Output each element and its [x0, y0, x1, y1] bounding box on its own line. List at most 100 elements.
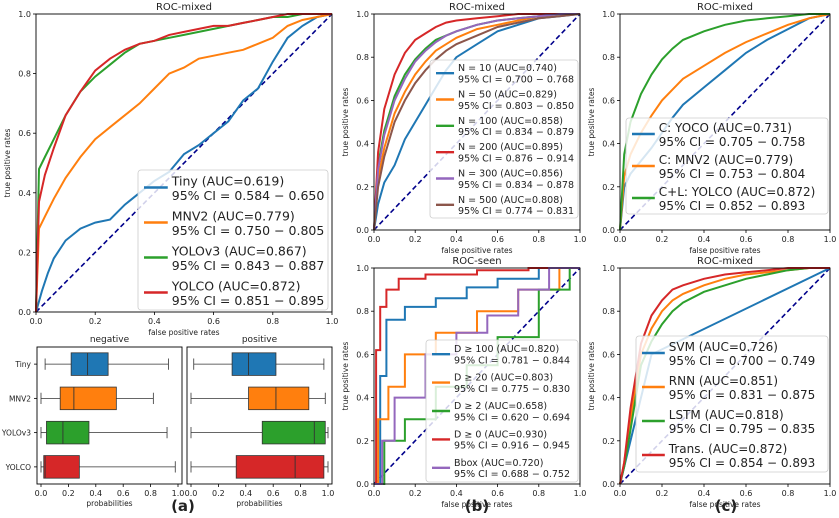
chart-title: ROC-mixed [156, 2, 212, 13]
y-tick-label: 0.8 [356, 53, 369, 62]
legend-label: D ≥ 100 (AUC=0.820) [454, 344, 559, 355]
legend-label: N = 10 (AUC=0.740) [458, 63, 557, 74]
legend-box [429, 59, 579, 219]
x-tick-label: 0.6 [491, 235, 504, 244]
y-tick-label: 0.6 [356, 96, 369, 105]
x-tick-label: 1.0 [172, 489, 185, 498]
category-label: YOLOv3 [1, 429, 31, 438]
legend-label: N = 500 (AUC=0.808) [458, 195, 563, 206]
y-tick-label: 0.4 [602, 140, 615, 149]
panel-label: (b) [465, 497, 489, 515]
roc-curve-2 [35, 13, 333, 313]
roc-curve-4 [619, 267, 830, 485]
x-tick-label: 0.8 [532, 489, 545, 498]
legend: N = 10 (AUC=0.740)95% CI = 0.700 − 0.768… [429, 59, 579, 219]
legend-ci: 95% CI = 0.852 − 0.893 [659, 199, 805, 213]
x-tick-label: 0.6 [491, 489, 504, 498]
category-label: Tiny [14, 360, 31, 369]
chart-title: ROC-seen [452, 256, 501, 267]
y-tick-label: 0.2 [18, 248, 31, 257]
legend-label: Tiny (AUC=0.619) [171, 174, 284, 189]
legend-ci: 95% CI = 0.774 − 0.831 [458, 206, 574, 217]
x-tick-label: 0.4 [89, 489, 102, 498]
panel-c-top: ROC-mixed 0.0 0.2 0.4 0.6 0.8 1.0 0.0 0.2 0.4 0.6 0… [587, 2, 836, 255]
y-tick-label: 0.8 [356, 307, 369, 316]
legend-ci: 95% CI = 0.851 − 0.895 [172, 293, 325, 308]
x-tick-label: 0.8 [782, 489, 795, 498]
x-tick-label: 0.0 [614, 235, 627, 244]
legend-ci: 95% CI = 0.700 − 0.749 [669, 354, 815, 368]
plot-frame [35, 13, 333, 313]
panel-b-bot: ROC-seen 0.0 0.2 0.4 0.6 0.8 1.0 0.0 0.2 0.4 0.6 0.… [341, 256, 586, 509]
chance-diagonal [35, 13, 333, 313]
x-tick-label: 0.0 [30, 317, 43, 326]
y-tick-label: 0.0 [18, 308, 31, 317]
legend-label: YOLCO (AUC=0.872) [171, 279, 301, 294]
box-yolco [235, 455, 325, 479]
roc-curve-3 [619, 267, 830, 485]
box-title: negative [90, 335, 130, 345]
x-axis-label: false positive rates [441, 246, 512, 255]
y-tick-label: 0.0 [602, 226, 615, 235]
y-tick-label: 0.4 [602, 394, 615, 403]
box-mnv2 [59, 386, 117, 411]
x-tick-label: 0.4 [450, 489, 463, 498]
y-tick-label: 0.6 [602, 350, 615, 359]
chart-title: ROC-mixed [697, 256, 753, 267]
plot-frame [373, 13, 581, 231]
y-tick-label: 0.2 [356, 437, 369, 446]
chance-diagonal [373, 267, 581, 485]
legend-ci: 95% CI = 0.750 − 0.805 [172, 223, 325, 238]
box-title: positive [242, 335, 278, 345]
legend-label: Trans. (AUC=0.872) [668, 442, 787, 456]
legend-label: YOLOv3 (AUC=0.867) [171, 244, 307, 259]
legend-label: N = 50 (AUC=0.829) [458, 90, 557, 101]
y-tick-label: 0.4 [356, 394, 369, 403]
legend-label: MNV2 (AUC=0.779) [172, 209, 295, 224]
x-tick-label: 0.6 [267, 489, 280, 498]
category-label: YOLCO [5, 463, 31, 472]
box-yolov3 [261, 420, 326, 445]
legend-box [635, 335, 829, 473]
legend-ci: 95% CI = 0.834 − 0.879 [458, 127, 574, 138]
legend-ci: 95% CI = 0.700 − 0.768 [458, 74, 574, 85]
plot-frame [36, 346, 183, 485]
x-tick-label: 0.4 [148, 317, 161, 326]
legend-label: N = 300 (AUC=0.856) [458, 169, 563, 180]
panel-b-top: ROC-mixed 0.0 0.2 0.4 0.6 0.8 1.0 0.0 0.2 0.4 0.6 0… [341, 2, 586, 255]
y-tick-label: 0.2 [602, 437, 615, 446]
y-tick-label: 1.0 [602, 10, 615, 19]
x-tick-label: 0.4 [450, 235, 463, 244]
x-tick-label: 0.4 [698, 235, 711, 244]
legend-ci: 95% CI = 0.834 − 0.878 [458, 180, 574, 191]
roc-curve-5 [373, 13, 580, 231]
roc-curve-4 [374, 267, 580, 485]
roc-curve-4 [35, 13, 332, 313]
y-tick-label: 0.0 [356, 226, 369, 235]
x-tick-label: 0.0 [368, 235, 381, 244]
x-tick-label: 1.0 [326, 317, 339, 326]
y-tick-label: 0.8 [602, 307, 615, 316]
legend-box [137, 169, 329, 311]
x-tick-label: 0.2 [409, 489, 422, 498]
y-tick-label: 1.0 [356, 10, 369, 19]
box-yolco [43, 455, 80, 479]
panel-a-pos: positive 0.0 0.2 0.4 0.6 0.8 1.0 probabilities [185, 335, 335, 508]
x-axis-label: false positive rates [689, 500, 760, 509]
legend: SVM (AUC=0.726)95% CI = 0.700 − 0.749 RNN… [635, 335, 829, 473]
x-tick-label: 0.0 [614, 489, 627, 498]
y-axis-label: true positive rates [587, 342, 596, 411]
legend-label: RNN (AUC=0.851) [669, 374, 778, 388]
box-mnv2 [248, 386, 310, 411]
box-tiny [231, 352, 277, 376]
legend: C: YOCO (AUC=0.731)95% CI = 0.705 − 0.75… [625, 117, 829, 215]
x-tick-label: 0.0 [185, 489, 198, 498]
x-axis-label: false positive rates [148, 328, 219, 337]
legend-label: N = 100 (AUC=0.858) [458, 116, 563, 127]
legend-label: SVM (AUC=0.726) [669, 340, 778, 354]
legend-ci: 95% CI = 0.876 − 0.914 [458, 153, 574, 164]
box-yolov3 [46, 420, 90, 445]
legend-ci: 95% CI = 0.854 − 0.893 [669, 456, 815, 470]
legend-label: Bbox (AUC=0.720) [454, 458, 543, 469]
y-tick-label: 0.8 [18, 70, 31, 79]
